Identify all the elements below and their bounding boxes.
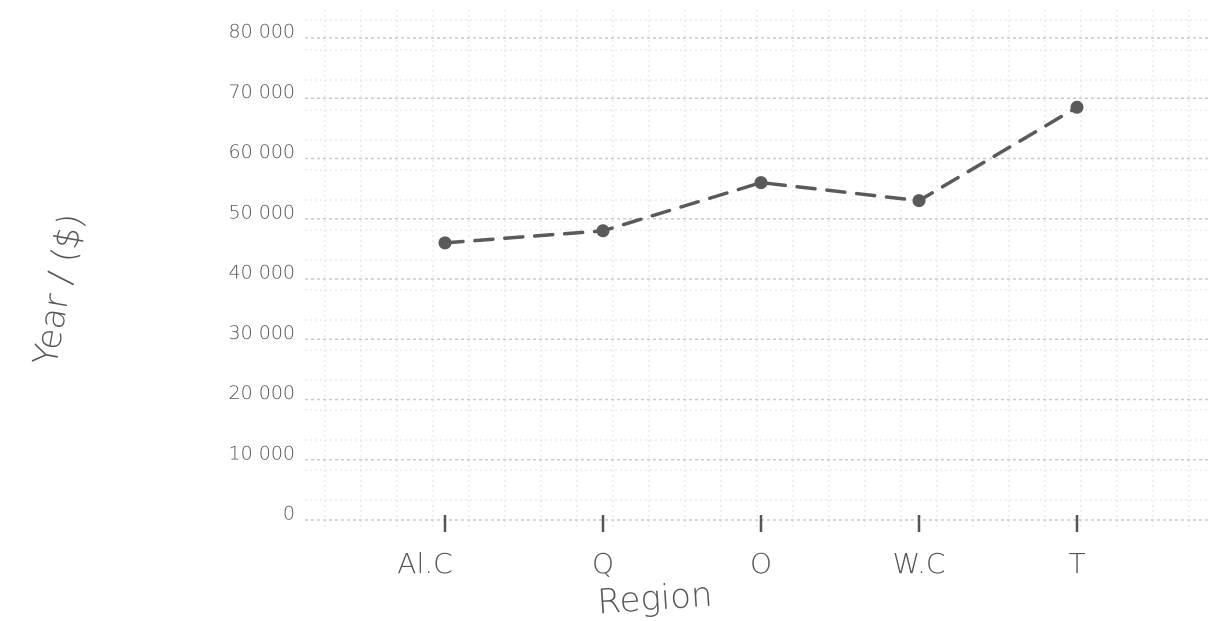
y-tick-label: 50 000: [229, 201, 295, 223]
data-point: [438, 236, 452, 250]
y-tick-label: 0: [283, 503, 295, 525]
x-tick-label: Al.C: [397, 547, 452, 580]
y-tick-label: 40 000: [229, 262, 295, 284]
y-tick-label: 20 000: [229, 382, 295, 404]
data-point: [912, 194, 926, 208]
y-axis-title: Year / ($): [26, 211, 92, 369]
y-tick-label: 60 000: [229, 141, 295, 163]
data-point: [754, 176, 768, 190]
y-tick-label: 30 000: [229, 322, 295, 344]
graph-paper: [305, 10, 1208, 530]
data-point: [1070, 100, 1084, 114]
y-tick-label: 70 000: [229, 81, 295, 103]
x-axis-title: Region: [596, 575, 714, 621]
data-point: [596, 224, 610, 238]
y-tick-label: 10 000: [229, 442, 295, 464]
x-tick-label: O: [750, 547, 772, 580]
x-tick-label: Q: [592, 547, 614, 580]
x-tick-label: T: [1068, 547, 1085, 580]
y-tick-label: 80 000: [229, 21, 295, 43]
x-tick-label: W.C: [893, 547, 946, 580]
series-line: [443, 105, 1079, 245]
